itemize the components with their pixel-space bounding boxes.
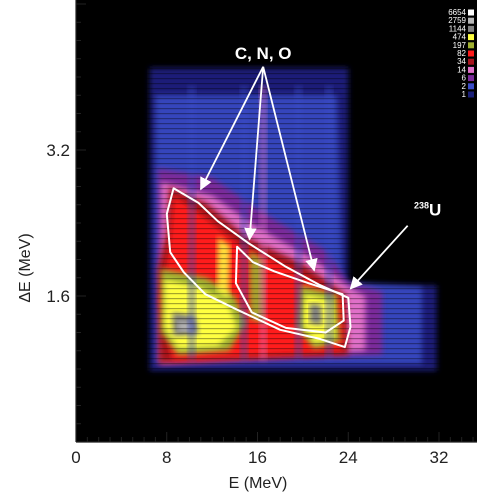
arrow-c-n-o [199,66,264,191]
legend-swatch-2759 [468,17,474,24]
axes: 0 8 16 24 321.63.2 [46,0,477,467]
arrow-c-n-o [244,66,265,241]
legend-swatch-474 [468,34,474,41]
arrow-c-n-o [262,66,318,272]
x-axis-title: E (MeV) [229,475,288,492]
y-tick-label: 3.2 [46,141,70,160]
legend-label-6: 6 [462,74,467,83]
legend-label-474: 474 [453,33,467,42]
region-outline [165,187,352,349]
legend-swatch-6654 [468,9,474,16]
y-tick-label: 1.6 [46,287,70,306]
legend-swatch-1144 [468,25,474,32]
legend-label-6654: 6654 [448,8,466,17]
x-tick-label: 8 [162,448,171,467]
x-tick-label: 24 [339,448,358,467]
legend-swatch-82 [468,50,474,57]
legend-label-1144: 1144 [449,24,467,33]
legend-swatch-2 [468,83,474,90]
legend-label-82: 82 [457,49,466,58]
legend-swatch-14 [468,66,474,73]
legend-label-2: 2 [462,82,467,91]
x-tick-label: 32 [430,448,449,467]
legend-swatch-197 [468,42,474,49]
legend-label-34: 34 [457,57,466,66]
label-c-n-o: C, N, O [235,44,292,63]
legend-label-1: 1 [462,90,467,99]
legend-swatch-34 [468,58,474,65]
legend-label-14: 14 [457,65,466,74]
heatmap-stripes [76,0,477,442]
legend-swatch-1 [468,91,474,98]
label-u238-symbol: U [429,201,441,220]
x-tick-label: 16 [248,448,267,467]
label-u238: 238U [414,201,441,220]
region-outline [234,245,345,334]
legend-label-197: 197 [453,41,467,50]
legend-swatch-6 [468,75,474,82]
legend-label-2759: 2759 [448,16,466,25]
arrow-u238 [349,225,409,290]
x-tick-label: 0 [71,448,80,467]
y-axis-title: ΔE (MeV) [17,233,34,302]
label-u238-mass: 238 [414,201,429,211]
